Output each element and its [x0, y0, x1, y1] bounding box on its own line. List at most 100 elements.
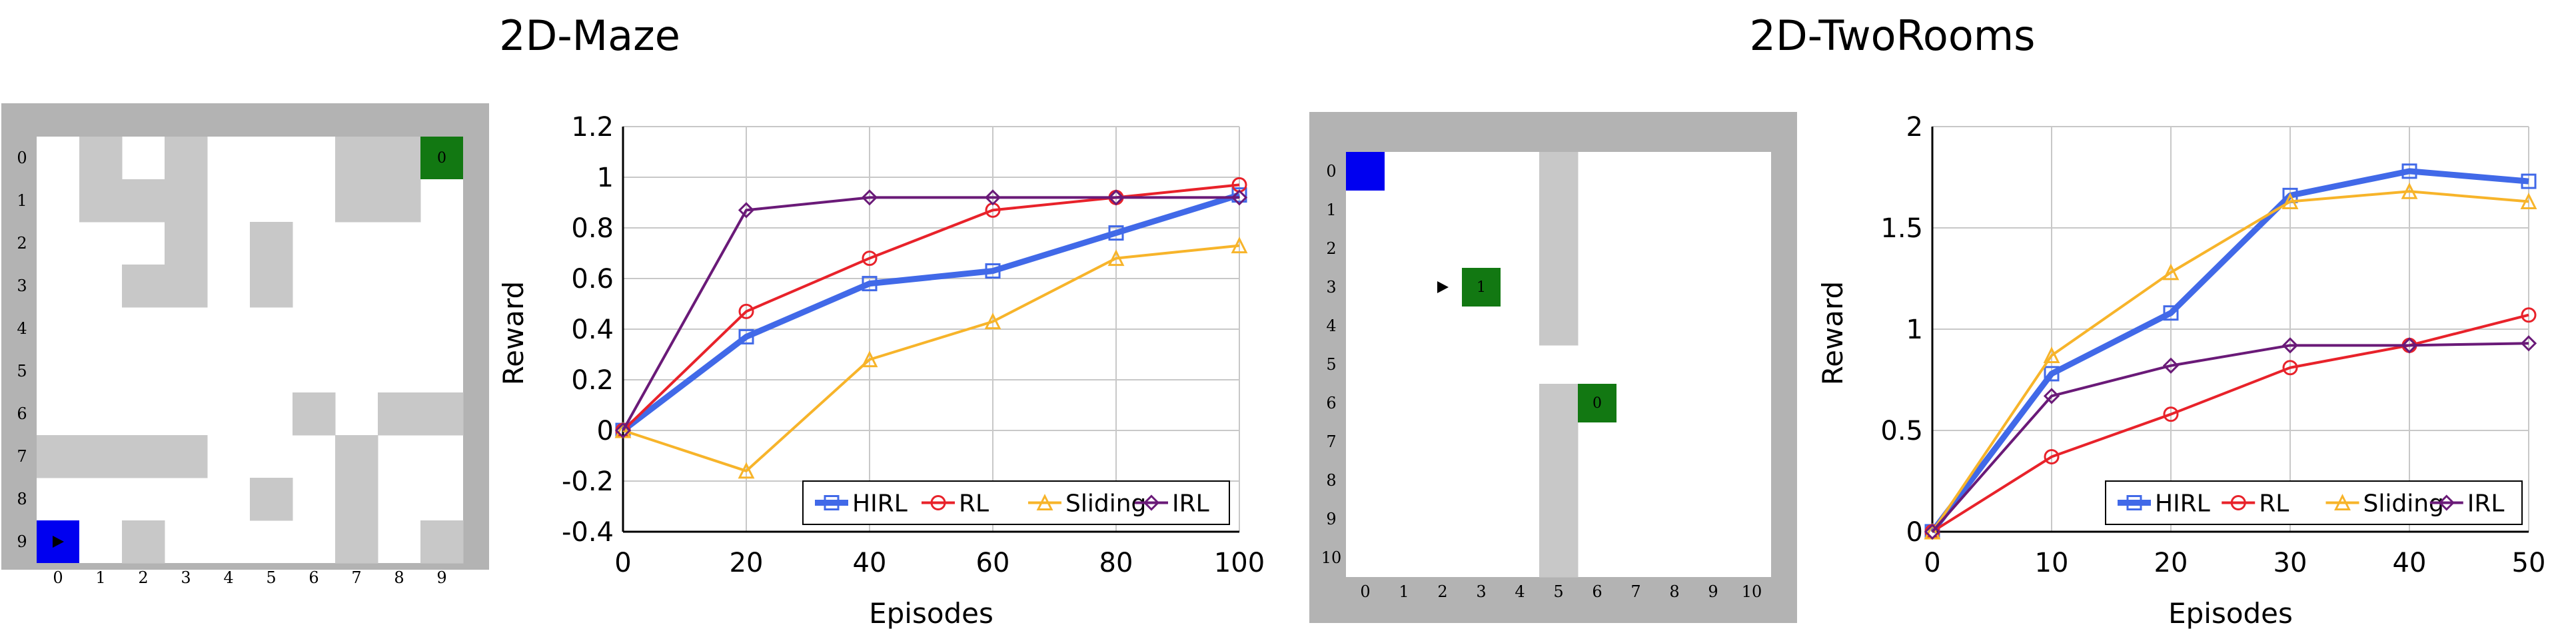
row-label: 6	[17, 404, 27, 423]
wall-cell	[37, 435, 80, 478]
col-label: 6	[309, 568, 319, 587]
title-2d-maze: 2D-Maze	[499, 11, 680, 60]
legend-label-hirl: HIRL	[2155, 490, 2210, 518]
title-2d-tworooms: 2D-TwoRooms	[1750, 11, 2036, 60]
data-point-hirl	[2044, 366, 2060, 382]
wall-cell	[1539, 229, 1579, 269]
legend-marker-irl	[2438, 494, 2455, 511]
wall-cell	[250, 265, 293, 308]
data-point-hirl	[2163, 305, 2179, 321]
col-label: 5	[266, 568, 276, 587]
start-cell	[1346, 152, 1385, 191]
col-label: 6	[1592, 582, 1602, 601]
wall-cell	[378, 392, 421, 436]
data-point-hirl	[862, 276, 878, 292]
wall-cell	[1539, 268, 1579, 307]
col-label: 1	[95, 568, 105, 587]
goal-label: 1	[1477, 279, 1486, 296]
row-label: 10	[1321, 548, 1342, 567]
legend-marker-hirl	[2126, 495, 2142, 510]
col-label: 4	[223, 568, 233, 587]
x-tick-label: 80	[1099, 548, 1133, 578]
wall-cell	[165, 137, 208, 180]
row-label: 2	[17, 234, 27, 253]
wall-cell	[122, 179, 165, 223]
y-tick-label: 0.6	[571, 264, 614, 295]
y-tick-label: 1	[597, 163, 614, 193]
y-tick-label: 0.5	[1880, 416, 1923, 446]
col-label: 0	[1360, 582, 1370, 601]
data-point-irl	[2281, 337, 2299, 354]
maze-grid-panel: 0 0 1 2 3 4 5 6 7 8 9 0 1 2 3 4 5 6 7 8 9	[1, 103, 489, 587]
row-label: 8	[1326, 471, 1336, 490]
row-label: 0	[1326, 162, 1336, 181]
legend-label-irl: IRL	[1172, 490, 1209, 518]
wall-cell	[420, 520, 464, 564]
wall-cell	[79, 435, 123, 478]
wall-cell	[378, 137, 421, 180]
data-point-sliding	[2043, 346, 2060, 364]
data-point-irl	[738, 202, 755, 219]
x-tick-label: 20	[730, 548, 764, 578]
wall-cell	[293, 392, 336, 436]
data-point-hirl	[985, 263, 1001, 279]
data-point-hirl	[738, 328, 754, 344]
wall-cell	[165, 265, 208, 308]
x-tick-label: 100	[1214, 548, 1265, 578]
y-tick-label: -0.4	[562, 517, 614, 548]
row-label: 9	[17, 532, 27, 551]
row-label: 3	[17, 277, 27, 295]
wall-cell	[420, 392, 464, 436]
series-line-sliding	[622, 244, 1240, 472]
legend-marker-irl	[1143, 494, 1160, 511]
x-tick-label: 0	[614, 548, 631, 578]
agent-arrow-icon	[53, 536, 64, 548]
y-tick-label: 0.4	[571, 315, 614, 345]
row-label: 4	[1326, 317, 1336, 335]
x-tick-label: 0	[1924, 548, 1940, 578]
data-point-rl	[2282, 360, 2298, 376]
data-point-irl	[614, 422, 632, 439]
col-label: 3	[1476, 582, 1486, 601]
row-label: 5	[1326, 355, 1336, 374]
wall-cell	[1539, 191, 1579, 230]
data-point-sliding	[1231, 237, 1248, 254]
legend-label-hirl: HIRL	[852, 490, 908, 518]
data-point-irl	[861, 189, 878, 206]
goal-label: 0	[1593, 395, 1602, 412]
data-point-irl	[2043, 388, 2060, 404]
data-point-hirl	[1231, 187, 1247, 203]
data-point-sliding	[2281, 193, 2299, 209]
data-point-rl	[2163, 406, 2179, 422]
wall-cell	[122, 520, 165, 564]
data-point-sliding	[984, 313, 1001, 330]
data-point-sliding	[738, 462, 755, 479]
col-label: 9	[436, 568, 446, 587]
data-point-irl	[2162, 357, 2180, 374]
y-tick-label: 0.8	[571, 213, 614, 244]
col-label: 4	[1515, 582, 1525, 601]
y-tick-label: 1.2	[571, 112, 614, 143]
data-point-irl	[2401, 337, 2418, 354]
col-label: 0	[53, 568, 63, 587]
data-point-irl	[1107, 189, 1125, 206]
series-line-irl	[622, 196, 1239, 431]
x-tick-label: 20	[2154, 548, 2188, 578]
x-tick-label: 10	[2035, 548, 2069, 578]
goal-label: 0	[437, 150, 446, 167]
goal-cell	[1462, 268, 1501, 307]
wall-cell	[79, 137, 123, 180]
data-point-hirl	[2521, 173, 2537, 189]
legend-marker-rl	[2230, 495, 2246, 510]
wall-cell	[79, 179, 123, 223]
row-label: 4	[17, 319, 27, 338]
row-label: 7	[17, 447, 27, 466]
wall-cell	[122, 265, 165, 308]
data-point-irl	[984, 189, 1001, 206]
wall-cell	[1539, 152, 1579, 191]
col-label: 8	[394, 568, 404, 587]
data-point-rl	[2044, 449, 2060, 465]
